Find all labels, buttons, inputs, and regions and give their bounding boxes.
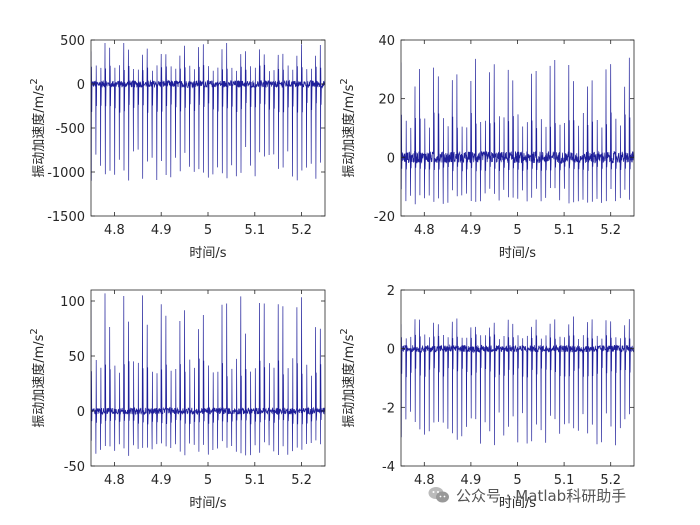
x-tick-label: 4.9: [151, 473, 172, 488]
y-tick-label: -500: [55, 122, 85, 137]
y-tick-label: 0: [77, 405, 85, 420]
y-tick-label: 0: [387, 151, 395, 166]
x-tick-label: 5: [204, 223, 212, 238]
x-axis-label: 时间/s: [499, 496, 536, 511]
x-tick-label: 5.1: [244, 223, 265, 238]
x-tick-label: 5: [513, 223, 521, 238]
y-tick-label: 2: [387, 284, 395, 299]
y-tick-label: -20: [374, 210, 395, 225]
x-tick-label: 5.2: [291, 473, 312, 488]
watermark: 公众号 · Matlab科研助手: [428, 483, 626, 507]
x-tick-label: 5.2: [600, 473, 621, 488]
x-tick-label: 5: [204, 473, 212, 488]
x-axis-label: 时间/s: [499, 246, 536, 261]
x-tick-label: 5.2: [600, 223, 621, 238]
y-tick-label: 500: [60, 34, 85, 49]
subplot-bottom-right: 4.8 4.9 5 5.1 5.2 -4 -2 0 2 时间/s 振动加速度/m/s2: [339, 284, 635, 511]
subplot-top-right: 4.8 4.9 5 5.1 5.2 -20 0 20 40 时间/s 振动加速度/m/s2: [339, 34, 635, 261]
y-axis-label: 振动加速度/m/s2: [339, 78, 357, 178]
x-tick-label: 4.9: [461, 473, 482, 488]
x-axis-label: 时间/s: [189, 496, 226, 511]
x-tick-label: 5.1: [554, 473, 575, 488]
x-tick-label: 4.8: [104, 223, 125, 238]
y-tick-label: -1000: [47, 166, 85, 181]
y-axis-label: 振动加速度/m/s2: [339, 328, 357, 428]
x-tick-label: 4.8: [104, 473, 125, 488]
y-tick-label: -50: [64, 460, 85, 475]
y-tick-label: 40: [378, 34, 395, 49]
series-line: [401, 57, 634, 205]
watermark-text: 公众号 · Matlab科研助手: [456, 486, 627, 505]
subplot-top-left: 4.8 4.9 5 5.1 5.2 -1500 -1000 -500 0 500 时间/s 振动加速度…: [29, 34, 326, 261]
series-line: [401, 316, 634, 446]
y-tick-label: -2: [382, 401, 395, 416]
y-tick-label: 0: [387, 343, 395, 358]
x-axis-label: 时间/s: [189, 246, 226, 261]
y-tick-label: 0: [77, 78, 85, 93]
series-line: [91, 293, 325, 456]
x-tick-label: 5.1: [554, 223, 575, 238]
y-tick-label: -1500: [47, 210, 85, 225]
x-tick-label: 5.2: [291, 223, 312, 238]
y-tick-label: 100: [60, 295, 85, 310]
x-tick-label: 4.8: [414, 223, 435, 238]
y-axis-label: 振动加速度/m/s2: [29, 78, 47, 178]
x-tick-label: 4.9: [461, 223, 482, 238]
x-tick-label: 4.9: [151, 223, 172, 238]
subplot-bottom-left: 4.8 4.9 5 5.1 5.2 -50 0 50 100 时间/s 振动加速度/m/s2: [29, 289, 326, 511]
x-tick-label: 5.1: [244, 473, 265, 488]
y-tick-label: 20: [378, 93, 395, 108]
y-tick-label: 50: [68, 350, 85, 365]
wechat-icon: [428, 487, 449, 503]
x-tick-label: 4.8: [414, 473, 435, 488]
y-tick-label: -4: [382, 460, 395, 475]
series-line: [91, 42, 325, 181]
y-axis-label: 振动加速度/m/s2: [29, 328, 47, 428]
x-tick-label: 5: [513, 473, 521, 488]
